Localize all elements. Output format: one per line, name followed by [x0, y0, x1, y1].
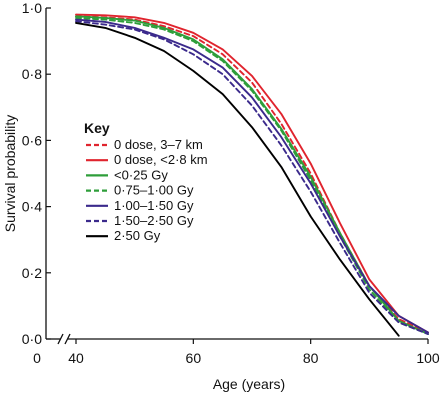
y-axis-title: Survival probability	[2, 115, 18, 233]
series-line	[75, 21, 400, 337]
legend: Key 0 dose, 3–7 km0 dose, <2·8 km<0·25 Gy…	[84, 120, 208, 243]
legend-label: 0 dose, <2·8 km	[114, 152, 208, 167]
legend-label: 1·00–1·50 Gy	[114, 198, 194, 213]
legend-label: <0·25 Gy	[114, 167, 168, 182]
y-tick-label: 0·0	[22, 331, 42, 347]
y-tick-label: 0·6	[22, 132, 42, 148]
x-tick-label: 60	[186, 350, 202, 366]
axis-break-mark	[57, 333, 64, 345]
x-tick-label: 100	[416, 350, 440, 366]
y-tick-label: 0·8	[22, 66, 42, 82]
legend-title: Key	[84, 120, 110, 136]
y-tick-label: 0·2	[22, 265, 42, 281]
x-tick-label: 80	[303, 350, 319, 366]
axis-break-mark	[64, 333, 71, 345]
x-tick-label: 40	[68, 350, 84, 366]
legend-label: 0 dose, 3–7 km	[114, 137, 203, 152]
x-tick-label: 0	[33, 350, 41, 366]
series-line	[75, 13, 429, 334]
legend-label: 0·75–1·00 Gy	[114, 183, 194, 198]
series-line	[75, 20, 429, 335]
legend-label: 1·50–2·50 Gy	[114, 213, 194, 228]
series-lines	[75, 13, 429, 337]
series-line	[75, 16, 429, 335]
y-tick-label: 0·4	[22, 199, 42, 215]
series-line	[75, 18, 429, 334]
y-tick-label: 1·0	[22, 0, 42, 16]
x-axis-title: Age (years)	[213, 376, 285, 392]
axes: 0·0 0·2 0·4 0·6 0·8 1·0 0 40 60 80 100	[22, 0, 440, 366]
legend-label: 2·50 Gy	[114, 228, 161, 243]
